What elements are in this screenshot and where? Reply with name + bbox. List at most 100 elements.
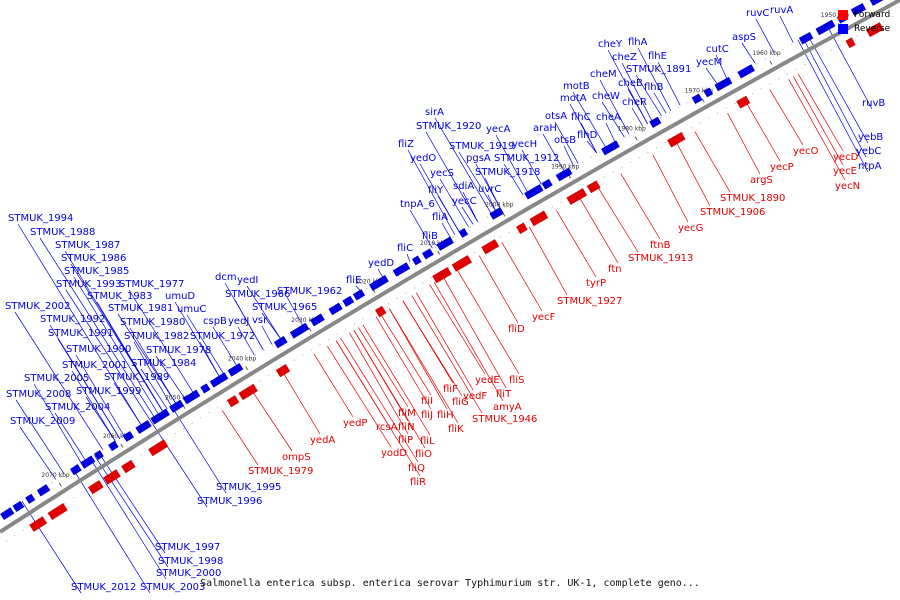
reverse-gene-label[interactable]: STMUK_2000 — [156, 568, 221, 579]
reverse-gene-label[interactable]: STMUK_1996 — [197, 496, 262, 507]
reverse-gene-feature[interactable] — [12, 500, 25, 513]
reverse-gene-label[interactable]: STMUK_2003 — [140, 582, 205, 593]
reverse-gene-feature[interactable] — [524, 184, 544, 200]
reverse-gene-label[interactable]: tnpA_6 — [400, 199, 435, 210]
reverse-gene-label[interactable]: uvrC — [478, 184, 501, 195]
reverse-gene-feature[interactable] — [815, 19, 836, 36]
reverse-gene-label[interactable]: STMUK_1981 — [108, 303, 173, 314]
reverse-gene-label[interactable]: STMUK_1999 — [76, 386, 141, 397]
forward-gene-feature[interactable] — [375, 305, 387, 318]
reverse-gene-label[interactable]: STMUK_1989 — [104, 372, 169, 383]
reverse-gene-label[interactable]: STMUK_1977 — [119, 279, 184, 290]
forward-gene-label[interactable]: yecD — [833, 152, 859, 163]
forward-gene-label[interactable]: tyrP — [586, 278, 606, 289]
forward-gene-feature[interactable] — [226, 395, 240, 408]
reverse-gene-label[interactable]: umuD — [165, 291, 195, 302]
forward-gene-label[interactable]: yedP — [343, 418, 367, 429]
reverse-gene-label[interactable]: STMUK_1987 — [55, 240, 120, 251]
reverse-gene-feature[interactable] — [342, 295, 355, 307]
forward-gene-label[interactable]: fliJ — [421, 410, 433, 421]
reverse-gene-feature[interactable] — [69, 464, 82, 476]
reverse-gene-label[interactable]: flhE — [648, 51, 667, 62]
legend-reverse[interactable]: Reverse — [838, 22, 900, 36]
forward-gene-label[interactable]: fliP — [398, 435, 413, 446]
forward-gene-label[interactable]: yecF — [532, 312, 556, 323]
reverse-gene-label[interactable]: yedJ — [228, 316, 249, 327]
reverse-gene-feature[interactable] — [273, 335, 288, 349]
reverse-gene-label[interactable]: STMUK_1986 — [61, 253, 126, 264]
reverse-gene-label[interactable]: STMUK_1891 — [626, 64, 691, 75]
forward-gene-label[interactable]: fliH — [437, 410, 454, 421]
forward-gene-feature[interactable] — [481, 239, 500, 255]
reverse-gene-label[interactable]: pgsA — [466, 153, 491, 164]
forward-gene-label[interactable]: yedE — [475, 375, 500, 386]
forward-gene-feature[interactable] — [845, 37, 856, 49]
forward-gene-feature[interactable] — [432, 267, 452, 284]
reverse-gene-label[interactable]: ruvC — [746, 8, 769, 19]
reverse-gene-feature[interactable] — [200, 383, 211, 394]
forward-gene-feature[interactable] — [451, 255, 472, 272]
legend-forward[interactable]: Forward — [838, 8, 900, 22]
reverse-gene-feature[interactable] — [289, 322, 310, 339]
reverse-gene-label[interactable]: flhC — [571, 112, 591, 123]
reverse-gene-feature[interactable] — [555, 167, 573, 182]
forward-gene-feature[interactable] — [736, 95, 751, 109]
reverse-gene-label[interactable]: STMUK_1990 — [66, 344, 131, 355]
forward-gene-label[interactable]: amyA — [493, 402, 522, 413]
forward-gene-label[interactable]: fliT — [496, 389, 512, 400]
forward-gene-label[interactable]: STMUK_1890 — [720, 193, 785, 204]
reverse-gene-feature[interactable] — [310, 313, 325, 327]
forward-gene-label[interactable]: STMUK_1946 — [472, 414, 537, 425]
reverse-gene-label[interactable]: yecM — [696, 57, 722, 68]
reverse-gene-label[interactable]: yedO — [410, 153, 436, 164]
reverse-gene-label[interactable]: cheY — [598, 39, 623, 50]
reverse-gene-label[interactable]: STMUK_2001 — [62, 360, 127, 371]
reverse-gene-label[interactable]: fliZ — [398, 139, 414, 150]
reverse-gene-feature[interactable] — [36, 484, 51, 497]
forward-gene-feature[interactable] — [516, 222, 528, 235]
reverse-gene-label[interactable]: otsB — [554, 135, 576, 146]
reverse-gene-feature[interactable] — [649, 116, 662, 128]
reverse-gene-feature[interactable] — [328, 302, 343, 316]
reverse-gene-label[interactable]: STMUK_1966 — [225, 289, 290, 300]
reverse-gene-label[interactable]: STMUK_1912 — [494, 153, 559, 164]
forward-gene-label[interactable]: fliI — [421, 396, 433, 407]
reverse-gene-feature[interactable] — [80, 455, 96, 469]
reverse-gene-label[interactable]: STMUK_1991 — [48, 328, 113, 339]
reverse-gene-feature[interactable] — [135, 419, 152, 434]
reverse-gene-label[interactable]: cspB — [203, 316, 227, 327]
forward-gene-feature[interactable] — [47, 503, 68, 521]
reverse-gene-label[interactable]: yecH — [512, 139, 537, 150]
reverse-gene-feature[interactable] — [458, 228, 469, 238]
forward-gene-label[interactable]: fliG — [452, 397, 469, 408]
forward-gene-label[interactable]: fliM — [398, 408, 416, 419]
reverse-gene-label[interactable]: umuC — [177, 304, 206, 315]
reverse-gene-feature[interactable] — [182, 389, 201, 405]
forward-gene-feature[interactable] — [667, 132, 686, 148]
reverse-gene-label[interactable]: yecC — [452, 196, 477, 207]
forward-gene-feature[interactable] — [238, 383, 258, 401]
reverse-gene-label[interactable]: motA — [560, 93, 587, 104]
reverse-gene-label[interactable]: fliA — [432, 212, 448, 223]
forward-gene-label[interactable]: argS — [750, 175, 773, 186]
reverse-gene-label[interactable]: fliY — [428, 185, 444, 196]
reverse-gene-feature[interactable] — [122, 431, 135, 442]
forward-gene-label[interactable]: STMUK_1913 — [628, 253, 693, 264]
forward-gene-label[interactable]: STMUK_1927 — [557, 296, 622, 307]
reverse-gene-label[interactable]: yedI — [237, 275, 258, 286]
reverse-gene-feature[interactable] — [209, 372, 229, 388]
reverse-gene-label[interactable]: vsr — [252, 315, 268, 326]
reverse-gene-label[interactable]: flhA — [628, 37, 648, 48]
reverse-gene-label[interactable]: ruvB — [862, 98, 885, 109]
forward-gene-label[interactable]: ftn — [608, 264, 622, 275]
reverse-gene-label[interactable]: STMUK_1992 — [40, 314, 105, 325]
reverse-gene-feature[interactable] — [798, 31, 814, 45]
reverse-gene-label[interactable]: STMUK_1998 — [158, 556, 223, 567]
forward-gene-feature[interactable] — [865, 22, 884, 38]
reverse-gene-feature[interactable] — [25, 493, 36, 504]
reverse-gene-label[interactable]: STMUK_1962 — [277, 286, 342, 297]
forward-gene-feature[interactable] — [29, 516, 48, 532]
reverse-gene-label[interactable]: cheW — [592, 91, 620, 102]
reverse-gene-label[interactable]: sirA — [425, 107, 444, 118]
reverse-gene-label[interactable]: araH — [533, 123, 557, 134]
